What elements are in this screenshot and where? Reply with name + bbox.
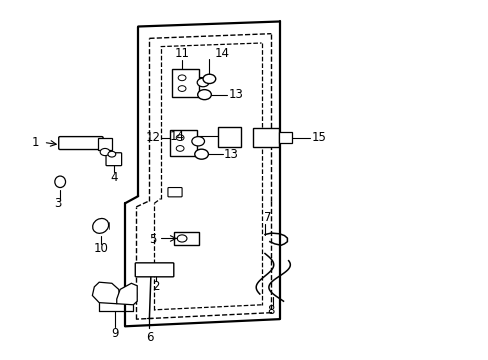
Ellipse shape [93,219,108,233]
Text: 12: 12 [145,131,160,144]
Text: 1: 1 [32,136,40,149]
Text: 7: 7 [264,211,271,224]
Bar [98,138,112,150]
Circle shape [176,145,183,151]
Text: 6: 6 [145,330,153,343]
Circle shape [197,78,208,87]
Circle shape [197,90,211,100]
Bar [172,69,199,97]
Text: 13: 13 [223,148,238,161]
Bar [173,231,199,245]
Text: 9: 9 [111,327,119,340]
Circle shape [178,86,185,91]
Text: 11: 11 [174,47,189,60]
Circle shape [203,74,215,84]
Circle shape [176,135,183,140]
Polygon shape [92,282,120,304]
FancyBboxPatch shape [59,136,103,149]
Ellipse shape [55,176,65,188]
Circle shape [177,235,186,242]
Circle shape [191,136,204,146]
Circle shape [100,148,110,156]
Circle shape [178,75,185,81]
Bar [170,130,197,156]
Text: 4: 4 [110,171,117,184]
Text: 14: 14 [169,130,184,143]
Polygon shape [117,283,137,305]
Bar [217,127,241,147]
FancyBboxPatch shape [106,153,122,166]
Circle shape [194,149,208,159]
Text: 8: 8 [267,305,274,318]
Bar [278,132,292,143]
Bar [253,129,278,147]
Circle shape [108,151,116,157]
Text: 5: 5 [149,233,156,246]
FancyBboxPatch shape [135,263,173,277]
Text: 2: 2 [152,280,159,293]
Text: 3: 3 [55,197,62,210]
Text: 10: 10 [93,242,108,255]
Text: 14: 14 [215,47,229,60]
FancyBboxPatch shape [167,188,182,197]
Text: 15: 15 [310,131,325,144]
Text: 13: 13 [228,88,243,101]
